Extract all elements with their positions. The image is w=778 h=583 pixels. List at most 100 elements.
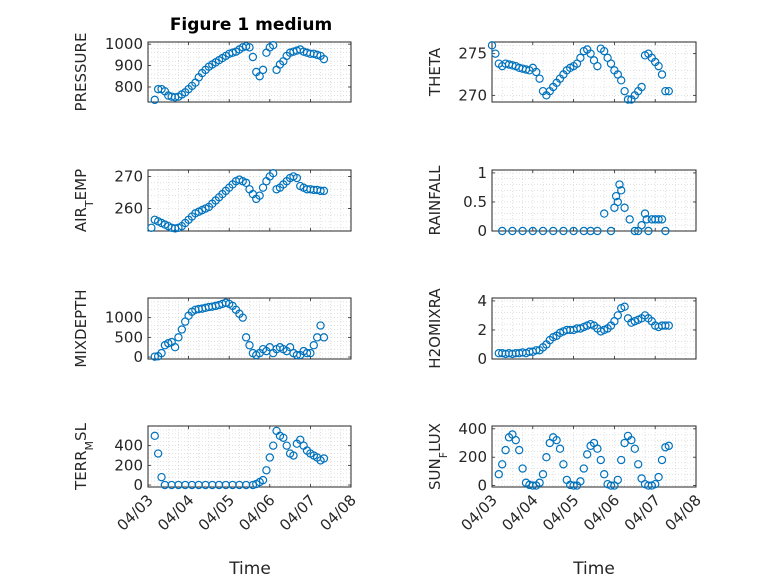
y-tick-label: 200 [114,456,143,474]
y-axis-label: H2OMIXRA [426,288,444,369]
y-tick-label: 0 [133,476,143,494]
data-point [644,226,653,236]
x-tick-label: 04/08 [317,491,360,534]
y-tick-label: 1 [477,164,487,182]
y-tick-label: 0 [477,222,487,240]
data-point [593,226,602,236]
data-point [576,477,585,486]
y-axis-label: THETA [426,47,444,97]
x-tick-label: 04/05 [195,491,238,534]
y-tick-label: 800 [114,78,143,96]
y-axis-label: PRESSURE [72,33,90,112]
data-point [255,191,264,200]
data-point [289,451,298,460]
subplot-2: 270 275 THETA [426,41,697,104]
x-tick-label: 04/07 [276,491,319,534]
y-tick-label: 0 [133,348,143,366]
data-point [494,470,503,479]
data-point [625,215,634,224]
y-tick-label: 0.5 [463,193,487,211]
data-point [262,466,271,475]
axes-box [491,41,697,103]
series-markers [150,41,329,105]
data-point [241,178,251,188]
x-tick-label: 04/03 [114,491,157,534]
data-point [579,464,589,473]
y-tick-label: 2 [477,321,487,339]
data-point [611,191,621,201]
data-point [606,481,616,490]
data-point [150,352,159,361]
data-point [319,454,329,463]
y-axis-label: SUNFLUX [426,423,450,490]
data-point [613,311,623,320]
series-markers [150,298,329,361]
data-point [265,453,274,462]
data-point [248,52,258,62]
y-axis-label: MIXDEPTH [72,289,90,367]
data-point [268,169,278,178]
grid [491,170,697,232]
data-point [654,61,663,71]
data-point [661,226,670,236]
data-point [569,226,578,236]
y-tick-label: 260 [114,200,143,218]
data-point [620,302,629,311]
data-point [302,348,312,358]
series-markers [487,41,674,104]
x-tick-label: 04/04 [498,491,541,534]
data-point [306,348,315,358]
data-point [593,444,602,453]
data-point [170,342,180,352]
data-point [528,226,538,236]
data-point [319,333,329,342]
data-point [292,350,302,360]
y-tick-label: 270 [114,167,143,185]
data-point [228,48,237,57]
data-point [600,470,609,479]
data-point [657,455,667,465]
data-point [576,53,585,63]
y-axis-label: TERRMSL [72,422,96,491]
data-point [150,431,159,441]
data-point [532,346,541,355]
data-point [241,333,251,342]
data-point [319,54,329,64]
data-point [508,226,517,236]
y-tick-label: 270 [458,86,487,104]
y-tick-label: 500 [114,328,143,346]
y-tick-label: 1000 [105,35,143,53]
data-point [170,93,180,102]
data-point [245,43,254,52]
data-point [319,186,329,196]
axes-box [147,169,352,232]
x-axis-label-right: Time [572,559,615,579]
x-tick-label: 04/03 [458,491,501,534]
data-point [241,480,251,490]
y-tick-label: 400 [458,420,487,438]
data-point [586,49,595,58]
y-axis-label: AIRTEMP [72,169,96,232]
y-tick-label: 200 [458,448,487,466]
data-point [627,435,636,445]
data-point [160,480,170,490]
data-point [147,223,156,232]
x-tick-label: 04/04 [154,491,197,534]
data-point [498,226,507,236]
data-point [316,186,325,196]
subplot-4: 0 0.5 1 RAINFALL [426,164,697,240]
data-point [312,50,322,60]
data-point [150,95,159,105]
data-point [613,197,623,207]
y-tick-label: 0 [477,350,487,368]
data-point [657,70,667,79]
data-point [613,475,623,485]
axes-box [147,297,352,360]
x-tick-label: 04/06 [235,491,278,534]
data-point [245,341,254,350]
data-point [569,481,578,490]
figure-title: Figure 1 medium [170,15,332,35]
